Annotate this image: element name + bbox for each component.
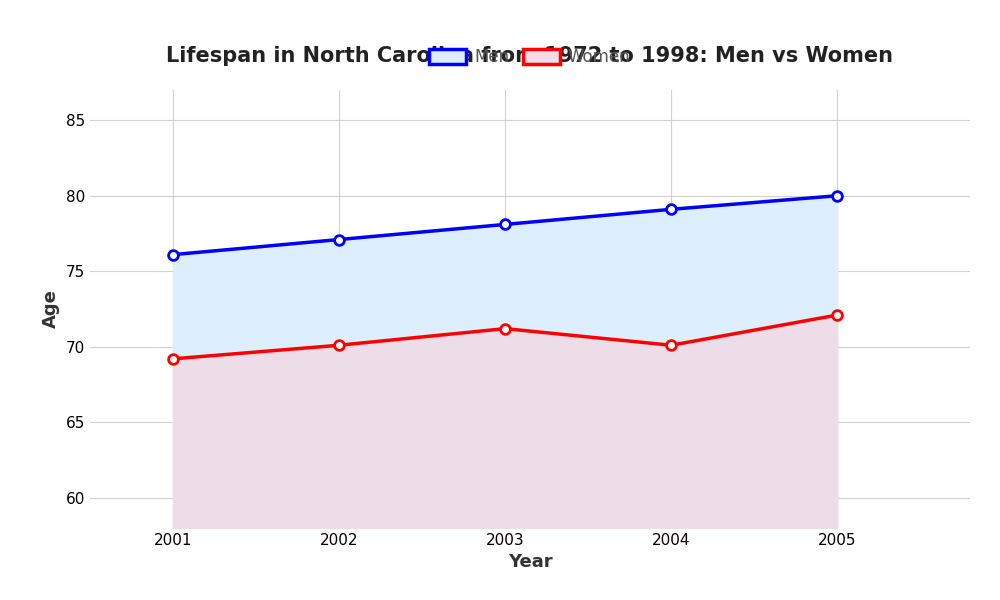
Legend: Men, Women: Men, Women (423, 41, 637, 73)
X-axis label: Year: Year (508, 553, 552, 571)
Title: Lifespan in North Carolina from 1972 to 1998: Men vs Women: Lifespan in North Carolina from 1972 to … (166, 46, 894, 66)
Y-axis label: Age: Age (42, 290, 60, 328)
